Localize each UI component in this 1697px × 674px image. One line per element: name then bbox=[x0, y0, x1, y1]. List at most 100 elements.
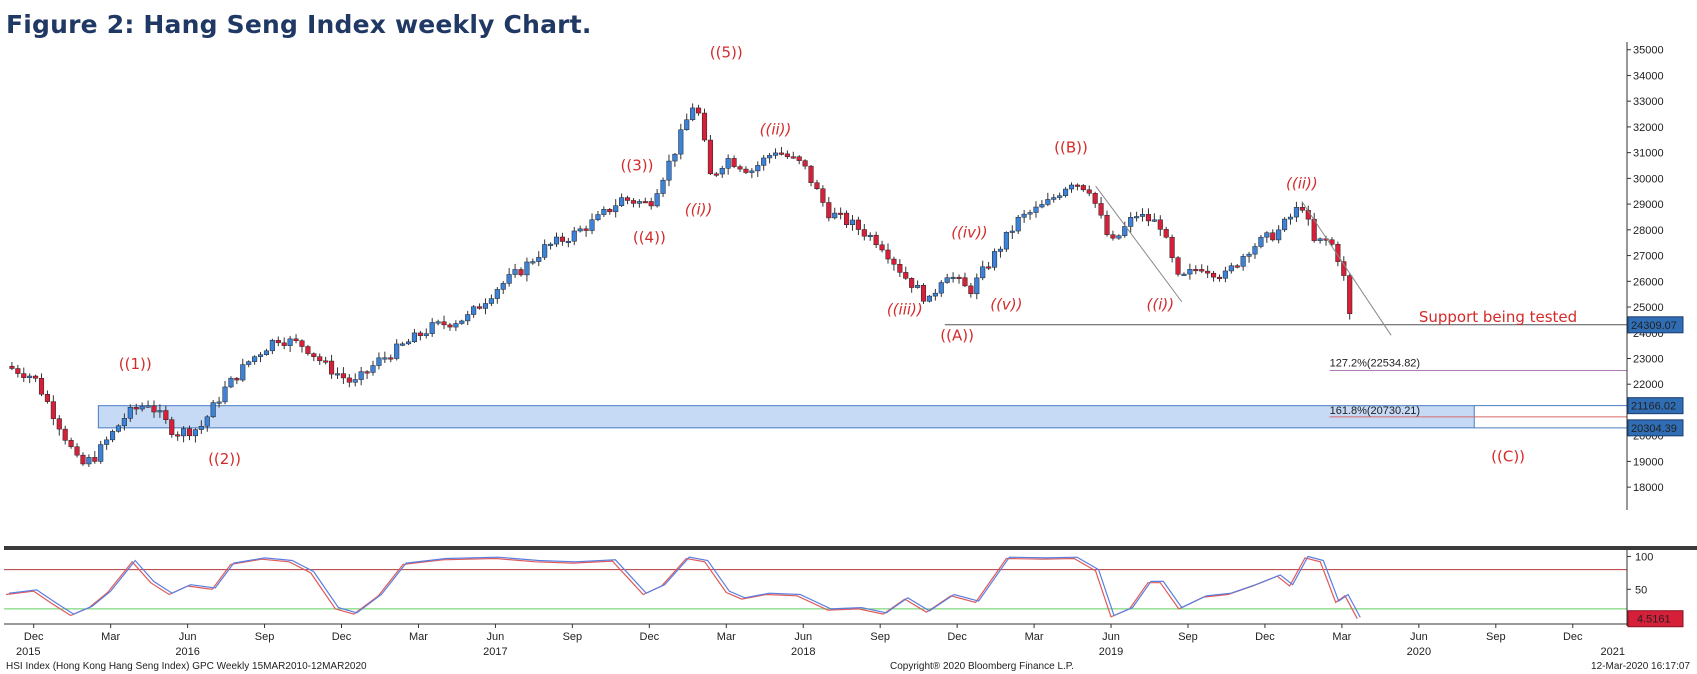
candle-body bbox=[192, 429, 198, 437]
candle-body bbox=[417, 332, 423, 336]
candle bbox=[648, 197, 654, 210]
candle bbox=[482, 298, 489, 315]
candle-body bbox=[1181, 273, 1187, 276]
price-tick-label: 32000 bbox=[1633, 122, 1664, 134]
candle bbox=[1134, 211, 1140, 222]
candle bbox=[287, 335, 293, 352]
candle-body bbox=[186, 428, 193, 437]
candle-body bbox=[299, 340, 305, 347]
candle bbox=[1181, 272, 1187, 276]
candle bbox=[524, 257, 530, 282]
stochastic-oscillator: 100 50 4.5161 bbox=[4, 550, 1684, 628]
candle-body bbox=[477, 306, 483, 309]
price-tick-label: 34000 bbox=[1633, 70, 1664, 82]
wave-label: ((5)) bbox=[710, 43, 743, 61]
candle-body bbox=[512, 269, 518, 275]
month-label: Dec bbox=[1255, 631, 1275, 643]
candle bbox=[814, 179, 820, 190]
candle bbox=[1299, 202, 1305, 213]
year-label: 2018 bbox=[791, 646, 815, 658]
candle-body bbox=[1205, 270, 1211, 274]
candle bbox=[500, 281, 506, 295]
candle bbox=[423, 328, 429, 339]
candle bbox=[453, 320, 459, 331]
candle-body bbox=[234, 377, 240, 381]
candle bbox=[885, 243, 891, 264]
candle-body bbox=[157, 410, 163, 413]
panel-separator bbox=[4, 546, 1697, 550]
candle-body bbox=[607, 209, 613, 213]
wave-label: ((iii)) bbox=[887, 301, 923, 319]
osc-tick-label: 50 bbox=[1635, 584, 1647, 596]
candle bbox=[198, 420, 204, 434]
candle-body bbox=[145, 405, 151, 408]
candle-body bbox=[1228, 265, 1234, 272]
candle-body bbox=[423, 333, 429, 336]
candle bbox=[619, 193, 625, 208]
candle bbox=[506, 268, 512, 287]
copyright-label: Copyright® 2020 Bloomberg Finance L.P. bbox=[890, 661, 1074, 672]
candle bbox=[713, 172, 719, 177]
candle bbox=[512, 263, 518, 278]
candle bbox=[855, 216, 861, 236]
candle bbox=[986, 261, 992, 270]
price-tick-label: 31000 bbox=[1633, 148, 1664, 160]
candle bbox=[222, 381, 228, 405]
candle bbox=[909, 277, 915, 293]
year-label: 2020 bbox=[1407, 646, 1431, 658]
candle bbox=[429, 318, 435, 337]
candle-body bbox=[980, 266, 986, 279]
candle-body bbox=[346, 377, 352, 383]
candle bbox=[1287, 213, 1294, 225]
candle bbox=[1246, 251, 1252, 263]
candle-body bbox=[1122, 226, 1128, 236]
candle bbox=[317, 353, 323, 365]
candle-body bbox=[1193, 269, 1199, 272]
candle-body bbox=[838, 212, 844, 215]
candle-body bbox=[986, 266, 992, 269]
candle bbox=[121, 413, 127, 431]
candle bbox=[157, 404, 163, 418]
candle bbox=[707, 135, 713, 175]
candle bbox=[44, 390, 50, 404]
candle-body bbox=[1329, 239, 1335, 245]
candle bbox=[772, 148, 779, 159]
candle bbox=[74, 443, 80, 458]
candle-body bbox=[317, 356, 323, 362]
candle-body bbox=[311, 353, 317, 357]
candle bbox=[790, 151, 796, 159]
footer: HSI Index (Hong Kong Hang Seng Index) GP… bbox=[6, 661, 1690, 672]
candle-body bbox=[873, 234, 879, 246]
instrument-label: HSI Index (Hong Kong Hang Seng Index) GP… bbox=[6, 661, 367, 672]
osc-last-value: 4.5161 bbox=[1637, 614, 1671, 626]
candle-body bbox=[530, 261, 536, 264]
candle-body bbox=[1128, 217, 1134, 227]
candle bbox=[1264, 231, 1270, 243]
candle bbox=[1216, 274, 1223, 282]
candle bbox=[488, 294, 494, 307]
candle bbox=[666, 154, 672, 187]
candle bbox=[944, 273, 950, 284]
candle bbox=[808, 165, 814, 187]
wave-label: ((C)) bbox=[1491, 447, 1525, 465]
candle-body bbox=[844, 212, 850, 225]
candle-body bbox=[1110, 234, 1116, 239]
candle-body bbox=[1252, 246, 1258, 255]
candle-body bbox=[1169, 236, 1175, 258]
osc-line-k bbox=[5, 557, 1358, 619]
candle-body bbox=[500, 283, 506, 290]
candle-body bbox=[447, 324, 453, 328]
support-tag-bg bbox=[1627, 316, 1684, 334]
candle-body bbox=[115, 425, 122, 432]
month-label: Jun bbox=[179, 631, 197, 643]
price-gridlines bbox=[944, 324, 1627, 418]
candle-body bbox=[169, 419, 175, 435]
candle-body bbox=[767, 155, 773, 159]
candle-body bbox=[453, 323, 459, 328]
candle bbox=[991, 248, 998, 271]
price-tick-label: 27000 bbox=[1633, 251, 1664, 263]
candle bbox=[613, 199, 619, 218]
price-tick-label: 29000 bbox=[1633, 199, 1664, 211]
candle bbox=[1003, 231, 1009, 252]
candle-body bbox=[1045, 199, 1051, 205]
